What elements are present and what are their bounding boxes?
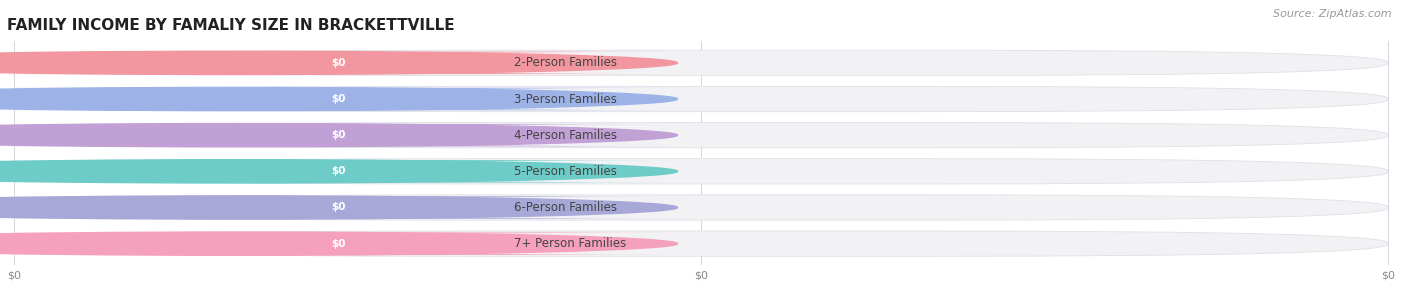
Circle shape <box>0 196 678 219</box>
Text: 4-Person Families: 4-Person Families <box>515 129 617 142</box>
Text: 5-Person Families: 5-Person Families <box>515 165 617 178</box>
FancyBboxPatch shape <box>0 88 690 110</box>
Circle shape <box>0 51 678 74</box>
Text: $0: $0 <box>330 203 346 213</box>
Text: $0: $0 <box>330 166 346 176</box>
FancyBboxPatch shape <box>0 52 690 74</box>
FancyBboxPatch shape <box>0 196 690 219</box>
FancyBboxPatch shape <box>14 123 1388 148</box>
FancyBboxPatch shape <box>14 50 1388 76</box>
Circle shape <box>0 124 678 147</box>
FancyBboxPatch shape <box>0 160 690 183</box>
Circle shape <box>0 160 678 183</box>
Text: 7+ Person Families: 7+ Person Families <box>515 237 627 250</box>
Text: 2-Person Families: 2-Person Families <box>515 56 617 69</box>
Text: 6-Person Families: 6-Person Families <box>515 201 617 214</box>
Text: FAMILY INCOME BY FAMALIY SIZE IN BRACKETTVILLE: FAMILY INCOME BY FAMALIY SIZE IN BRACKET… <box>7 18 454 33</box>
Circle shape <box>0 88 678 111</box>
Text: 3-Person Families: 3-Person Families <box>515 92 617 106</box>
FancyBboxPatch shape <box>0 124 690 146</box>
Text: Source: ZipAtlas.com: Source: ZipAtlas.com <box>1274 9 1392 19</box>
FancyBboxPatch shape <box>14 195 1388 220</box>
Text: $0: $0 <box>330 130 346 140</box>
Text: $0: $0 <box>330 58 346 68</box>
Circle shape <box>0 232 678 255</box>
FancyBboxPatch shape <box>0 232 690 255</box>
Text: $0: $0 <box>330 94 346 104</box>
FancyBboxPatch shape <box>14 231 1388 256</box>
Text: $0: $0 <box>330 239 346 249</box>
FancyBboxPatch shape <box>14 86 1388 112</box>
FancyBboxPatch shape <box>14 159 1388 184</box>
